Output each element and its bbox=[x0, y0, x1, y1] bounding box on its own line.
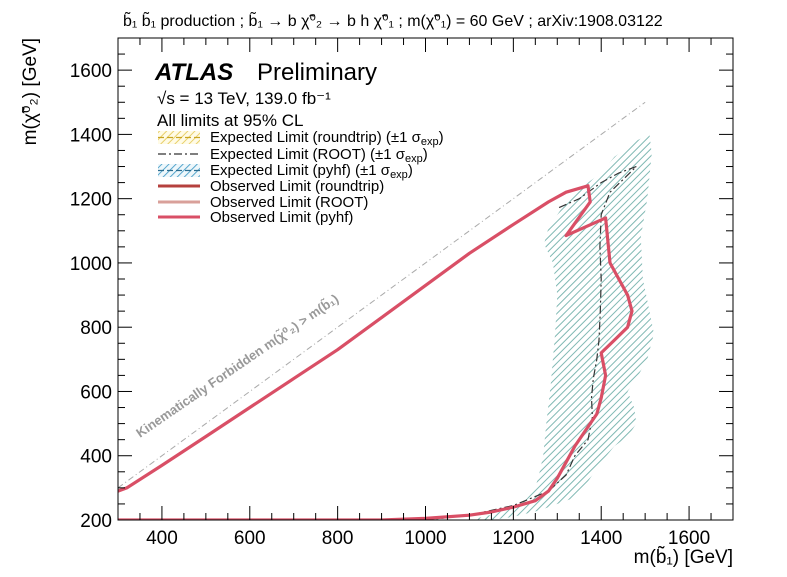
legend-item-expected-roundtrip: Expected Limit (roundtrip) (±1 σexp) bbox=[158, 129, 444, 148]
x-tick-label: 1200 bbox=[492, 528, 534, 549]
experiment-label: ATLAS bbox=[154, 59, 233, 86]
x-tick-labels: 400 600 800 1000 1200 1400 1600 bbox=[146, 528, 710, 549]
legend-item-observed-roundtrip: Observed Limit (roundtrip) bbox=[158, 178, 384, 195]
status-label: Preliminary bbox=[257, 59, 377, 86]
kinematic-diagonal bbox=[118, 101, 646, 489]
limits-note: All limits at 95% CL bbox=[157, 111, 303, 130]
x-axis-label: m(b̃₁) [GeV] bbox=[634, 546, 733, 568]
axis-ticks bbox=[117, 37, 734, 521]
legend-item-observed-root: Observed Limit (ROOT) bbox=[158, 194, 368, 211]
y-axis-label: m(χ̃⁰₂) [GeV] bbox=[20, 38, 41, 145]
y-tick-label: 1400 bbox=[70, 125, 112, 146]
y-tick-label: 600 bbox=[80, 382, 112, 403]
legend-item-expected-pyhf: Expected Limit (pyhf) (±1 σexp) bbox=[158, 162, 413, 181]
chart-title: b̃₁ b̃₁ production ; b̃₁ → b χ̃⁰₂ → b h … bbox=[123, 10, 663, 30]
x-tick-label: 400 bbox=[146, 528, 178, 549]
x-tick-label: 1600 bbox=[668, 528, 710, 549]
y-tick-label: 1000 bbox=[70, 254, 112, 275]
y-tick-label: 400 bbox=[80, 447, 112, 468]
x-tick-label: 1000 bbox=[404, 528, 446, 549]
svg-text:Expected Limit (roundtrip) (±1: Expected Limit (roundtrip) (±1 σexp) bbox=[210, 129, 444, 148]
x-tick-label: 800 bbox=[322, 528, 354, 549]
legend-item-observed-pyhf: Observed Limit (pyhf) bbox=[158, 209, 353, 226]
y-tick-labels: 200 400 600 800 1000 1200 1400 1600 bbox=[70, 61, 112, 532]
x-tick-label: 1400 bbox=[580, 528, 622, 549]
svg-text:Expected Limit (ROOT) (±1 σexp: Expected Limit (ROOT) (±1 σexp) bbox=[210, 146, 428, 165]
y-tick-label: 800 bbox=[80, 318, 112, 339]
svg-text:Observed Limit (ROOT): Observed Limit (ROOT) bbox=[210, 194, 368, 211]
y-tick-label: 1200 bbox=[70, 190, 112, 211]
y-tick-label: 1600 bbox=[70, 61, 112, 82]
observed-limit-line bbox=[118, 184, 634, 520]
svg-text:Observed Limit (roundtrip): Observed Limit (roundtrip) bbox=[210, 178, 384, 195]
svg-text:Expected Limit (pyhf) (±1 σexp: Expected Limit (pyhf) (±1 σexp) bbox=[210, 162, 413, 181]
y-tick-label: 200 bbox=[80, 511, 112, 532]
svg-text:Observed Limit (pyhf): Observed Limit (pyhf) bbox=[210, 209, 353, 226]
plot-area bbox=[118, 101, 654, 520]
legend-item-expected-root: Expected Limit (ROOT) (±1 σexp) bbox=[158, 146, 428, 165]
expected-limit-line bbox=[425, 165, 637, 520]
energy-label: √s = 13 TeV, 139.0 fb⁻¹ bbox=[157, 89, 331, 108]
x-tick-label: 600 bbox=[234, 528, 266, 549]
legend: Expected Limit (roundtrip) (±1 σexp) Exp… bbox=[158, 129, 444, 226]
forbidden-label: Kinematically Forbidden m(χ̃⁰₂) > m(b̃₁) bbox=[133, 291, 341, 440]
